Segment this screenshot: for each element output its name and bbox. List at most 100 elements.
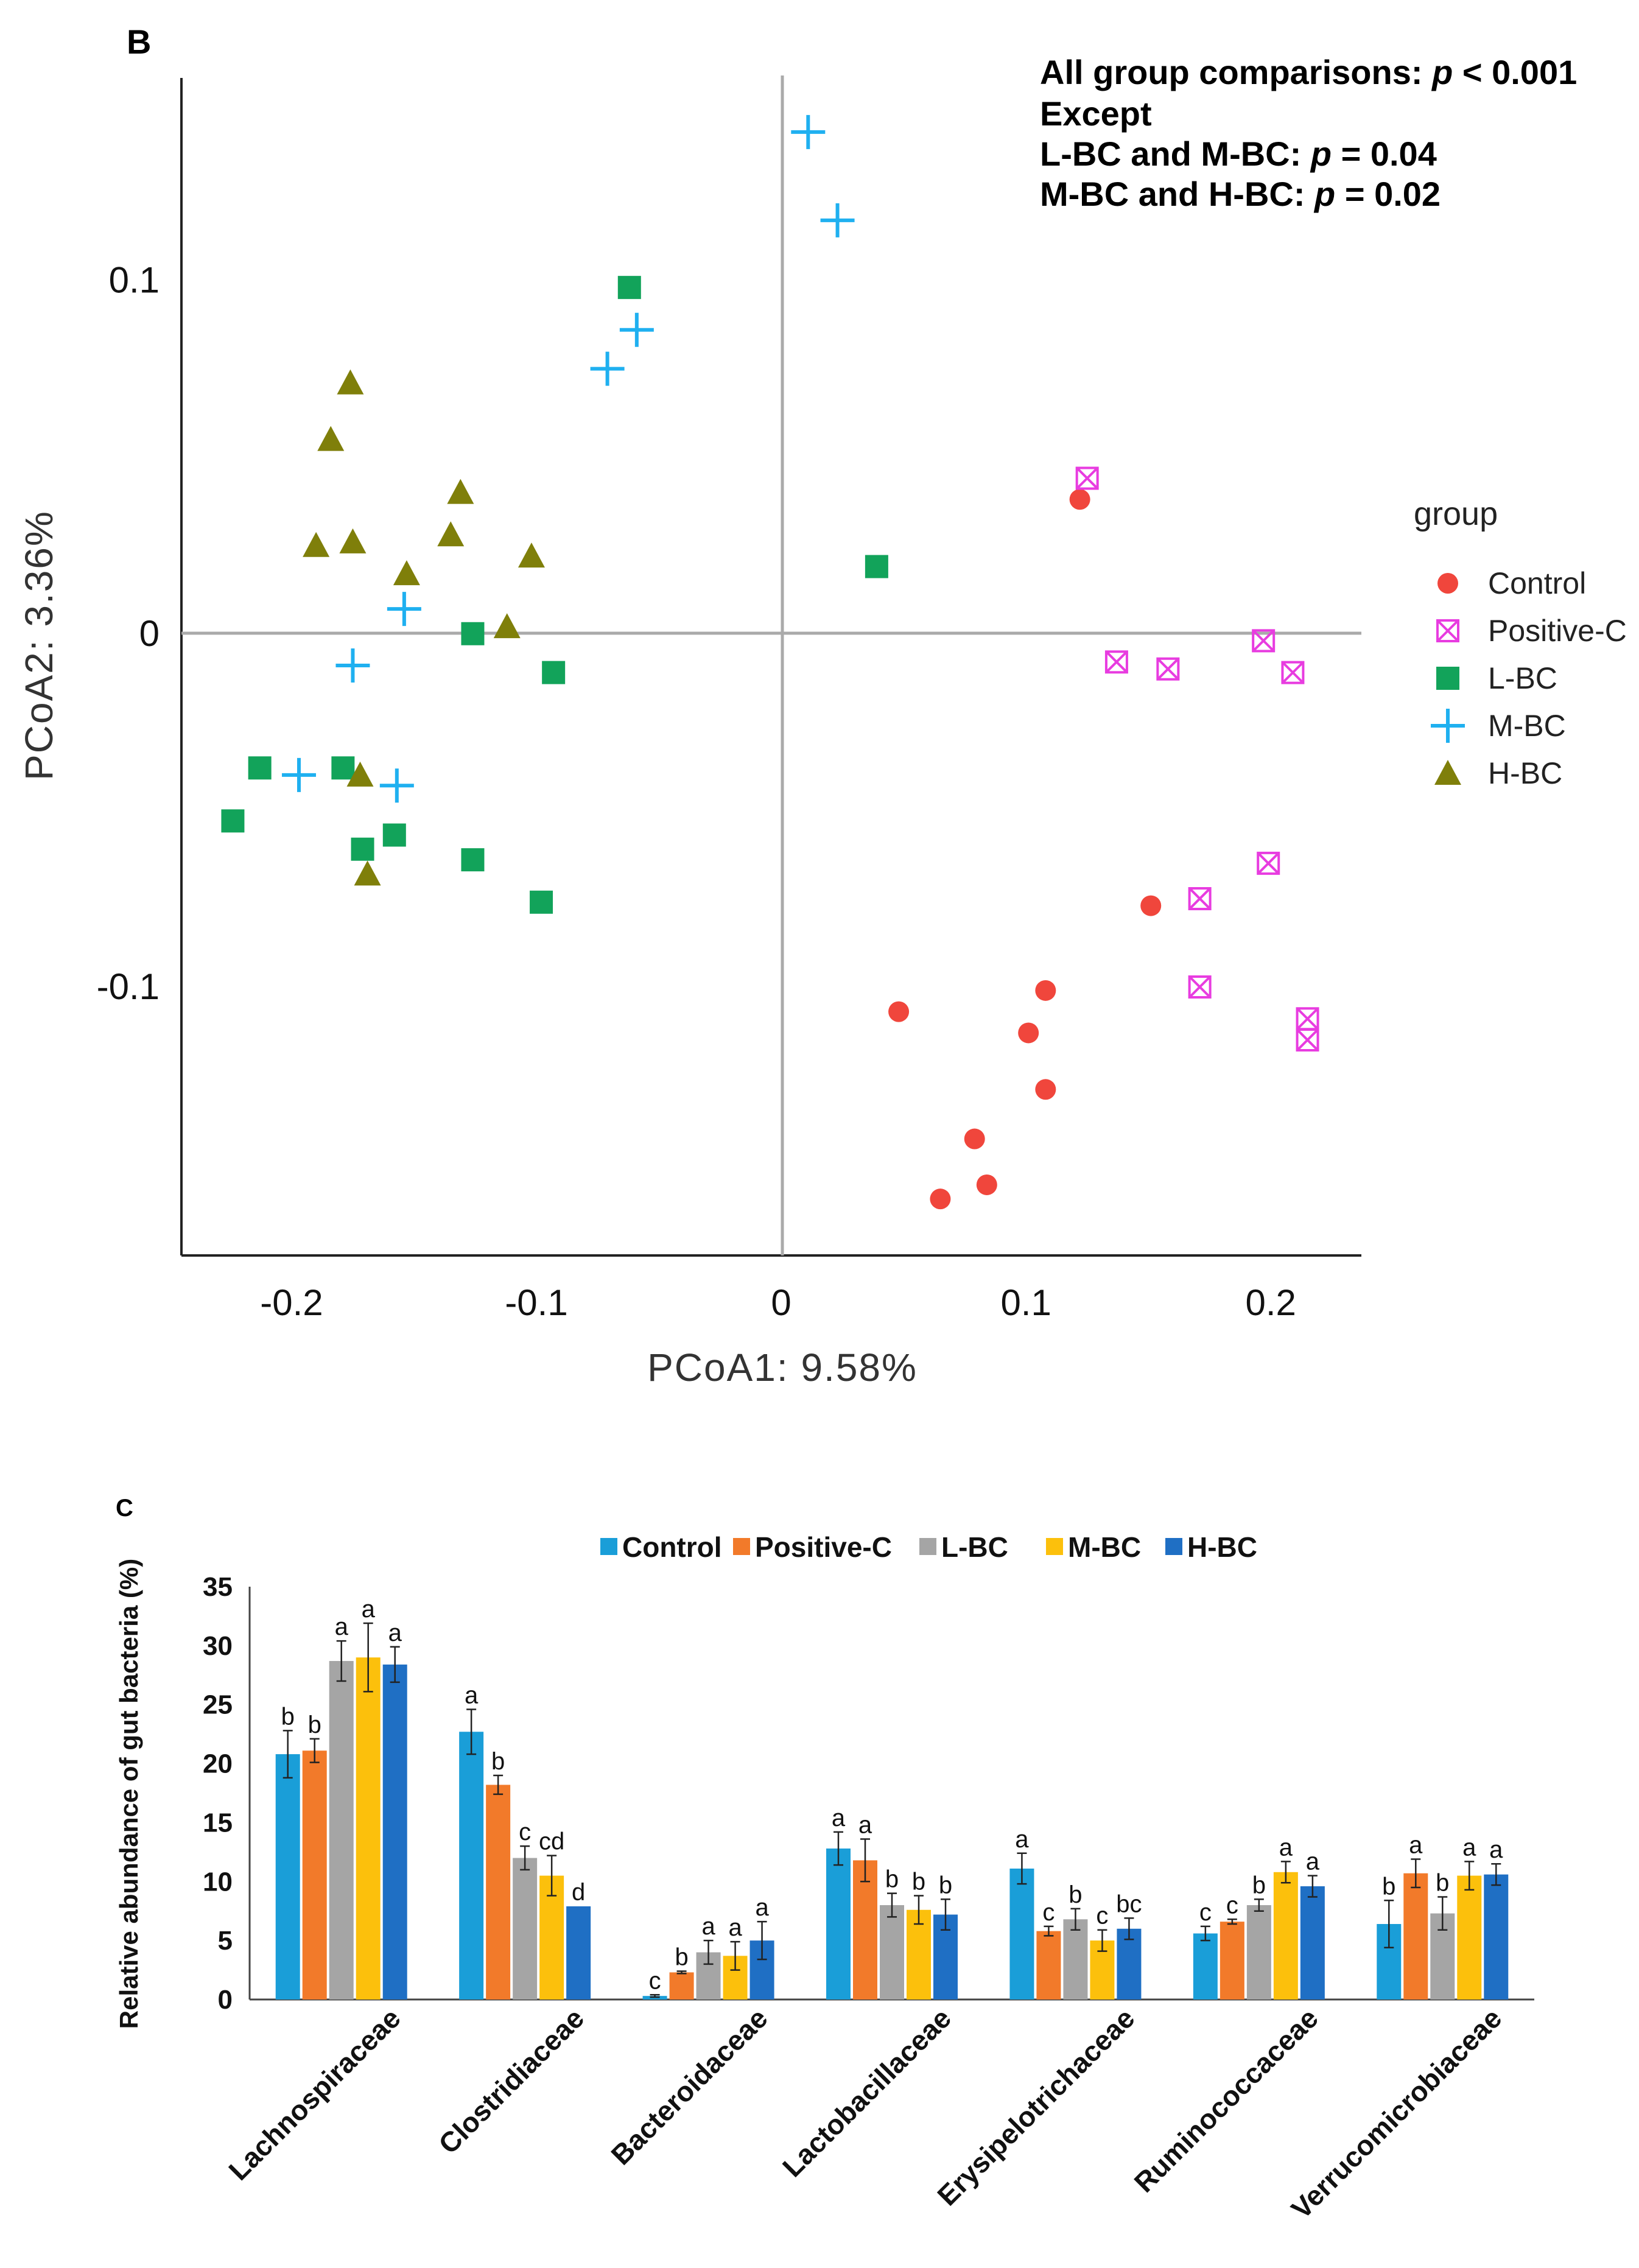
significance-letter: a — [1462, 1834, 1476, 1861]
significance-letter: d — [572, 1879, 585, 1906]
significance-letter: a — [1409, 1831, 1423, 1858]
bar-l-bc — [1246, 1905, 1271, 1999]
pcoa-point-m-bc — [791, 114, 826, 149]
significance-letter: b — [308, 1712, 321, 1738]
pcoa-point-positive-c — [1281, 661, 1305, 684]
significance-letter: b — [912, 1869, 925, 1895]
bar-l-bc — [329, 1661, 354, 1999]
error-bar — [1097, 1929, 1107, 1952]
error-bar — [834, 1831, 843, 1866]
bar-m-bc — [356, 1657, 381, 1999]
legend-swatch-positive-c — [733, 1538, 750, 1555]
error-bar — [520, 1845, 530, 1871]
pcoa-point-l-bc — [351, 837, 374, 861]
significance-letter: b — [675, 1944, 688, 1971]
error-bar — [1044, 1925, 1054, 1937]
bar-y-tick-label: 0 — [218, 1985, 233, 2015]
legend-label-h-bc: H-BC — [1187, 1531, 1257, 1563]
bar-y-ticks: 0 5 10 15 20 25 30 35 — [203, 1572, 233, 2015]
category-label: Verrucomicrobiaceae — [1285, 2002, 1508, 2225]
significance-letter: c — [519, 1819, 531, 1845]
significance-letter: b — [1382, 1873, 1395, 1900]
pcoa-point-h-bc — [393, 560, 420, 586]
error-bar — [1491, 1862, 1501, 1886]
significance-letter: c — [1096, 1903, 1108, 1929]
bar-positive-c — [1036, 1931, 1061, 1999]
panel-c-letter: C — [116, 1495, 133, 1522]
legend-marker-l-bc — [1436, 667, 1459, 690]
pcoa-x-tick-label: 0.2 — [1246, 1282, 1296, 1323]
pcoa-point-h-bc — [346, 761, 374, 787]
bar-control — [1193, 1933, 1218, 1999]
bar-panel: C Control Positive-C L-BC M-BC H-BC 0 5 10 15 20… — [114, 1495, 1534, 2225]
pcoa-point-m-bc — [820, 203, 855, 237]
bar-positive-c — [302, 1750, 327, 1999]
pcoa-point-l-bc — [530, 890, 553, 914]
error-bar — [309, 1738, 320, 1763]
error-bar — [887, 1892, 897, 1918]
significance-letter: c — [1199, 1899, 1212, 1926]
error-bar — [363, 1622, 373, 1693]
pcoa-point-h-bc — [317, 426, 345, 451]
error-bar — [1411, 1858, 1421, 1889]
error-bar — [703, 1939, 714, 1965]
significance-letter: b — [491, 1748, 505, 1775]
stat-line-3: L-BC and M-BC: p = 0.04 — [1040, 135, 1437, 173]
legend-label-m-bc: M-BC — [1068, 1531, 1141, 1563]
pcoa-point-l-bc — [248, 756, 272, 780]
significance-letter: a — [1306, 1848, 1320, 1875]
error-bar — [860, 1838, 870, 1883]
bar-h-bc — [1117, 1928, 1142, 1999]
significance-letter: c — [649, 1967, 661, 1994]
legend-label-l-bc: L-BC — [941, 1531, 1008, 1563]
significance-letter: a — [858, 1812, 872, 1839]
significance-letter: a — [755, 1894, 769, 1921]
bar-m-bc — [1273, 1872, 1298, 1999]
pcoa-y-tick-label: 0 — [139, 613, 160, 654]
significance-letter: a — [362, 1596, 376, 1623]
pcoa-point-positive-c — [1188, 975, 1212, 999]
significance-letter: a — [728, 1914, 742, 1941]
significance-letter: c — [1042, 1899, 1055, 1926]
bar-y-tick-label: 5 — [218, 1926, 233, 1956]
bar-h-bc — [1484, 1874, 1509, 1999]
significance-letter: a — [832, 1805, 846, 1831]
bar-h-bc — [566, 1906, 591, 1999]
category-label: Lachnospiraceae — [222, 2002, 407, 2186]
category-label: Clostridiaceae — [432, 2002, 590, 2160]
pcoa-point-l-bc — [221, 809, 245, 833]
pcoa-legend-title: group — [1414, 496, 1498, 532]
bar-m-bc — [907, 1909, 931, 1999]
error-bar — [1227, 1919, 1237, 1925]
pcoa-point-positive-c — [1257, 851, 1280, 875]
legend-label-positive-c: Positive-C — [755, 1531, 892, 1563]
significance-letter: a — [388, 1620, 402, 1646]
error-bar — [1254, 1898, 1264, 1912]
significance-letter: a — [465, 1682, 479, 1708]
error-bar — [1124, 1917, 1134, 1940]
pcoa-point-positive-c — [1296, 1007, 1319, 1031]
category-label: Ruminococcaceae — [1128, 2002, 1324, 2198]
legend-swatch-control — [600, 1538, 617, 1555]
pcoa-point-l-bc — [461, 848, 485, 872]
pcoa-point-l-bc — [461, 622, 485, 645]
pcoa-point-positive-c — [1156, 657, 1180, 681]
pcoa-y-axis-title: PCoA2: 3.36% — [17, 510, 61, 781]
legend-marker-control — [1437, 573, 1458, 594]
pcoa-y-ticks: 0.1 0 -0.1 — [97, 260, 160, 1007]
pcoa-point-h-bc — [447, 479, 474, 504]
bar-y-tick-label: 10 — [203, 1867, 233, 1897]
error-bar — [493, 1774, 504, 1796]
error-bar — [730, 1940, 740, 1971]
significance-letter: b — [281, 1703, 295, 1730]
pcoa-point-m-bc — [619, 312, 654, 347]
legend-label-l-bc: L-BC — [1488, 661, 1557, 695]
bar-y-tick-label: 25 — [203, 1690, 233, 1720]
pcoa-point-l-bc — [865, 555, 888, 578]
pcoa-point-control — [964, 1128, 985, 1150]
error-bar — [914, 1895, 924, 1925]
error-bar — [1070, 1908, 1081, 1931]
bar-control — [826, 1848, 851, 1999]
legend-label-positive-c: Positive-C — [1488, 614, 1627, 648]
pcoa-point-positive-c — [1252, 629, 1276, 653]
